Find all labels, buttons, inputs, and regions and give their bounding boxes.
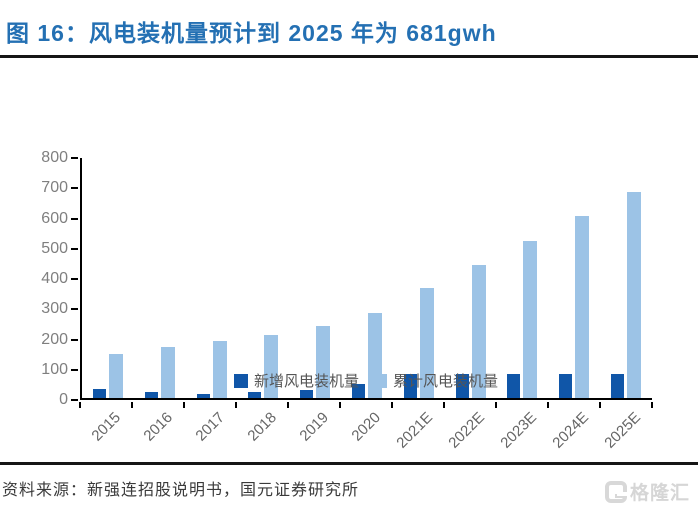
x-tick-label-2017: 2017 — [192, 409, 229, 445]
y-tick-mark — [71, 187, 78, 190]
legend-label: 新增风电装机量 — [253, 373, 359, 390]
y-tick-label-600: 600 — [41, 209, 68, 227]
bar-new-2019 — [300, 389, 314, 398]
y-tick-mark — [71, 338, 78, 341]
y-tick-mark — [71, 217, 78, 220]
bar-cumulative-2019 — [316, 326, 331, 398]
x-tick-mark — [599, 402, 601, 408]
legend-swatch-light-blue — [373, 373, 387, 388]
bar-cumulative-2016 — [160, 346, 175, 398]
x-tick-mark — [547, 402, 549, 408]
bar-group-2017 — [186, 158, 238, 398]
figure-title: 图 16：风电装机量预计到 2025 年为 681gwh — [6, 20, 497, 46]
bar-group-2015 — [82, 158, 134, 398]
bar-group-2024E — [548, 158, 600, 398]
bar-cumulative-2021E — [419, 288, 434, 398]
bar-group-2018 — [237, 158, 289, 398]
legend-item-cumulative: 累计风电装机量 — [373, 370, 498, 391]
y-tick-label-800: 800 — [41, 149, 68, 166]
x-tick-label-2018: 2018 — [244, 409, 281, 445]
bar-chart: 0 100 200 300 400 500 600 700 800 2015 2016 2017 20… — [0, 60, 698, 460]
plot-area — [80, 158, 652, 400]
x-tick-mark — [287, 402, 289, 408]
footer-divider — [0, 462, 698, 465]
y-tick-mark — [71, 278, 78, 280]
bar-cumulative-2018 — [264, 334, 279, 398]
bar-cumulative-2024E — [575, 216, 590, 398]
y-tick-label-700: 700 — [41, 179, 68, 197]
y-tick-label-500: 500 — [41, 239, 68, 257]
bar-group-2016 — [134, 158, 186, 398]
x-tick-mark — [495, 402, 497, 408]
bar-new-2018 — [248, 391, 262, 398]
gelonghui-logo-icon — [604, 480, 627, 503]
bar-group-2023E — [497, 158, 549, 398]
y-tick-mark — [71, 157, 78, 159]
y-tick-label-300: 300 — [41, 300, 68, 318]
bar-new-2022E — [455, 373, 469, 398]
bar-new-2020 — [351, 384, 365, 398]
chart-legend: 新增风电装机量 累计风电装机量 — [80, 370, 652, 391]
bar-new-2016 — [144, 392, 158, 398]
y-tick-label-400: 400 — [41, 270, 68, 287]
y-tick-mark — [71, 399, 78, 401]
x-tick-label-2024E: 2024E — [549, 409, 593, 452]
bar-cumulative-2025E — [627, 192, 642, 398]
x-tick-label-2025E: 2025E — [601, 409, 645, 452]
x-tick-mark — [235, 402, 237, 408]
bar-cumulative-2017 — [212, 341, 227, 398]
bar-cumulative-2023E — [523, 240, 538, 398]
x-tick-mark — [131, 402, 133, 408]
bar-new-2024E — [559, 373, 573, 398]
bar-group-2020 — [341, 158, 393, 398]
x-tick-mark — [79, 402, 81, 408]
x-tick-label-2015: 2015 — [88, 409, 125, 445]
gelonghui-watermark: 格隆汇 — [604, 478, 690, 505]
x-tick-label-2023E: 2023E — [497, 409, 541, 452]
legend-swatch-dark-blue — [233, 373, 248, 388]
x-tick-label-2022E: 2022E — [445, 409, 489, 452]
bar-new-2025E — [611, 373, 625, 398]
source-note: 资料来源：新强连招股说明书，国元证券研究所 — [2, 480, 360, 499]
y-tick-mark — [71, 308, 78, 311]
y-tick-label-100: 100 — [41, 360, 68, 378]
bar-new-2021E — [403, 373, 417, 398]
y-tick-mark — [71, 368, 78, 371]
x-tick-mark — [339, 402, 341, 408]
x-tick-mark — [183, 402, 185, 408]
watermark-label: 格隆汇 — [629, 483, 690, 504]
bar-cumulative-2022E — [471, 264, 486, 398]
bar-group-2021E — [393, 158, 445, 398]
bar-group-2025E — [600, 158, 652, 398]
title-divider — [0, 55, 698, 58]
bar-new-2015 — [92, 388, 106, 398]
x-tick-label-2021E: 2021E — [393, 409, 437, 452]
bar-group-2022E — [445, 158, 497, 398]
y-tick-label-0: 0 — [59, 391, 68, 408]
bar-new-2017 — [196, 393, 210, 398]
legend-item-new-installs: 新增风电装机量 — [233, 370, 359, 391]
bar-new-2023E — [507, 373, 521, 398]
y-tick-label-200: 200 — [41, 330, 68, 348]
y-tick-mark — [71, 247, 78, 250]
x-tick-mark — [651, 402, 653, 408]
x-tick-mark — [443, 402, 445, 408]
bar-cumulative-2015 — [108, 354, 123, 398]
x-tick-mark — [391, 402, 393, 408]
x-tick-label-2016: 2016 — [140, 409, 177, 445]
bar-group-2019 — [289, 158, 341, 398]
x-tick-label-2019: 2019 — [296, 409, 333, 445]
legend-label: 累计风电装机量 — [393, 373, 499, 390]
x-tick-label-2020: 2020 — [348, 409, 385, 445]
